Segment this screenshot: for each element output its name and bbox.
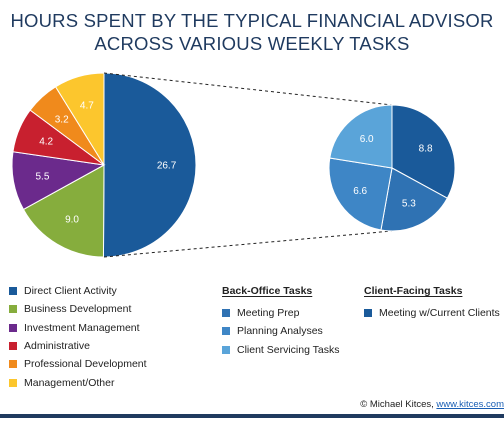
connector-line-bottom: [103, 230, 393, 258]
pie-slice-direct-client-activity: [102, 72, 197, 258]
data-label-meeting-prep: 5.3: [402, 199, 416, 210]
legend-label: Business Development: [24, 303, 132, 316]
main-pie: 26.7 9.0 5.5 4.2 3.2 4.7: [11, 72, 197, 258]
chart-title-line-2: ACROSS VARIOUS WEEKLY TASKS: [94, 33, 410, 54]
legend-swatch: [364, 309, 372, 318]
legend-item-professional-development: Professional Development: [9, 355, 147, 373]
data-label-client-servicing-tasks: 6.0: [360, 134, 374, 145]
data-label-planning-analyses: 6.6: [353, 186, 367, 197]
legend-label: Meeting w/Current Clients: [379, 307, 500, 320]
legend-main: Direct Client Activity Business Developm…: [9, 282, 147, 392]
legend-item-administrative: Administrative: [9, 337, 147, 355]
pie-slice-business-development: [22, 164, 105, 258]
pie-slice-management-other: [54, 72, 105, 167]
legend-swatch: [9, 287, 17, 296]
data-label-administrative: 4.2: [39, 137, 53, 148]
legend-label: Planning Analyses: [237, 325, 323, 338]
connector-lines: [103, 72, 393, 258]
data-label-management-other: 4.7: [80, 100, 94, 111]
legend-client-facing-title-text: Client-Facing Tasks: [364, 285, 463, 297]
legend-swatch: [9, 378, 17, 387]
footer-rule: [0, 414, 504, 418]
sub-pie: 8.8 5.3 6.6 6.0: [328, 104, 456, 232]
legend-swatch: [9, 305, 17, 314]
legend-item-meeting-current-clients: Meeting w/Current Clients: [364, 304, 500, 322]
legend-label: Direct Client Activity: [24, 285, 117, 298]
legend-swatch: [222, 327, 230, 336]
data-label-professional-development: 3.2: [55, 114, 69, 125]
legend-item-direct-client-activity: Direct Client Activity: [9, 282, 147, 300]
legend-label: Meeting Prep: [237, 307, 300, 320]
credit-text: © Michael Kitces,: [360, 399, 434, 410]
data-label-direct-client-activity: 26.7: [157, 161, 177, 172]
legend-swatch: [9, 323, 17, 332]
legend-client-facing: Client-Facing Tasks Meeting w/Current Cl…: [364, 285, 500, 322]
pie-slice-planning-analyses: [328, 157, 393, 231]
data-label-business-development: 9.0: [65, 214, 79, 225]
legend-back-office: Back-Office Tasks Meeting Prep Planning …: [222, 285, 340, 359]
legend-swatch: [222, 345, 230, 354]
data-label-investment-management: 5.5: [35, 172, 49, 183]
credit-link[interactable]: www.kitces.com: [436, 399, 504, 410]
legend-item-planning-analyses: Planning Analyses: [222, 322, 340, 340]
chart-title: HOURS SPENT BY THE TYPICAL FINANCIAL ADV…: [0, 9, 504, 55]
legend-swatch: [222, 309, 230, 318]
legend-swatch: [9, 360, 17, 369]
connector-line-top: [103, 72, 393, 106]
legend-item-management-other: Management/Other: [9, 373, 147, 391]
legend-item-meeting-prep: Meeting Prep: [222, 304, 340, 322]
credit-line: © Michael Kitces, www.kitces.com: [360, 399, 504, 410]
legend-label: Administrative: [24, 340, 90, 353]
legend-label: Professional Development: [24, 358, 147, 371]
legend-back-office-title: Back-Office Tasks: [222, 285, 340, 297]
legend-item-investment-management: Investment Management: [9, 319, 147, 337]
legend-label: Management/Other: [24, 376, 115, 389]
legend-client-facing-title: Client-Facing Tasks: [364, 285, 500, 297]
chart-title-line-1: HOURS SPENT BY THE TYPICAL FINANCIAL ADV…: [10, 10, 494, 31]
pie-slice-meeting-w-current-clients: [391, 104, 456, 199]
pie-slice-client-servicing-tasks: [329, 104, 393, 169]
legend-label: Investment Management: [24, 321, 140, 334]
legend-swatch: [9, 342, 17, 351]
legend-item-business-development: Business Development: [9, 300, 147, 318]
data-label-meeting-w-current-clients: 8.8: [419, 144, 433, 155]
legend-back-office-title-text: Back-Office Tasks: [222, 285, 313, 297]
legend-label: Client Servicing Tasks: [237, 343, 340, 356]
pie-slice-meeting-prep: [380, 167, 448, 232]
legend-item-client-servicing-tasks: Client Servicing Tasks: [222, 341, 340, 359]
